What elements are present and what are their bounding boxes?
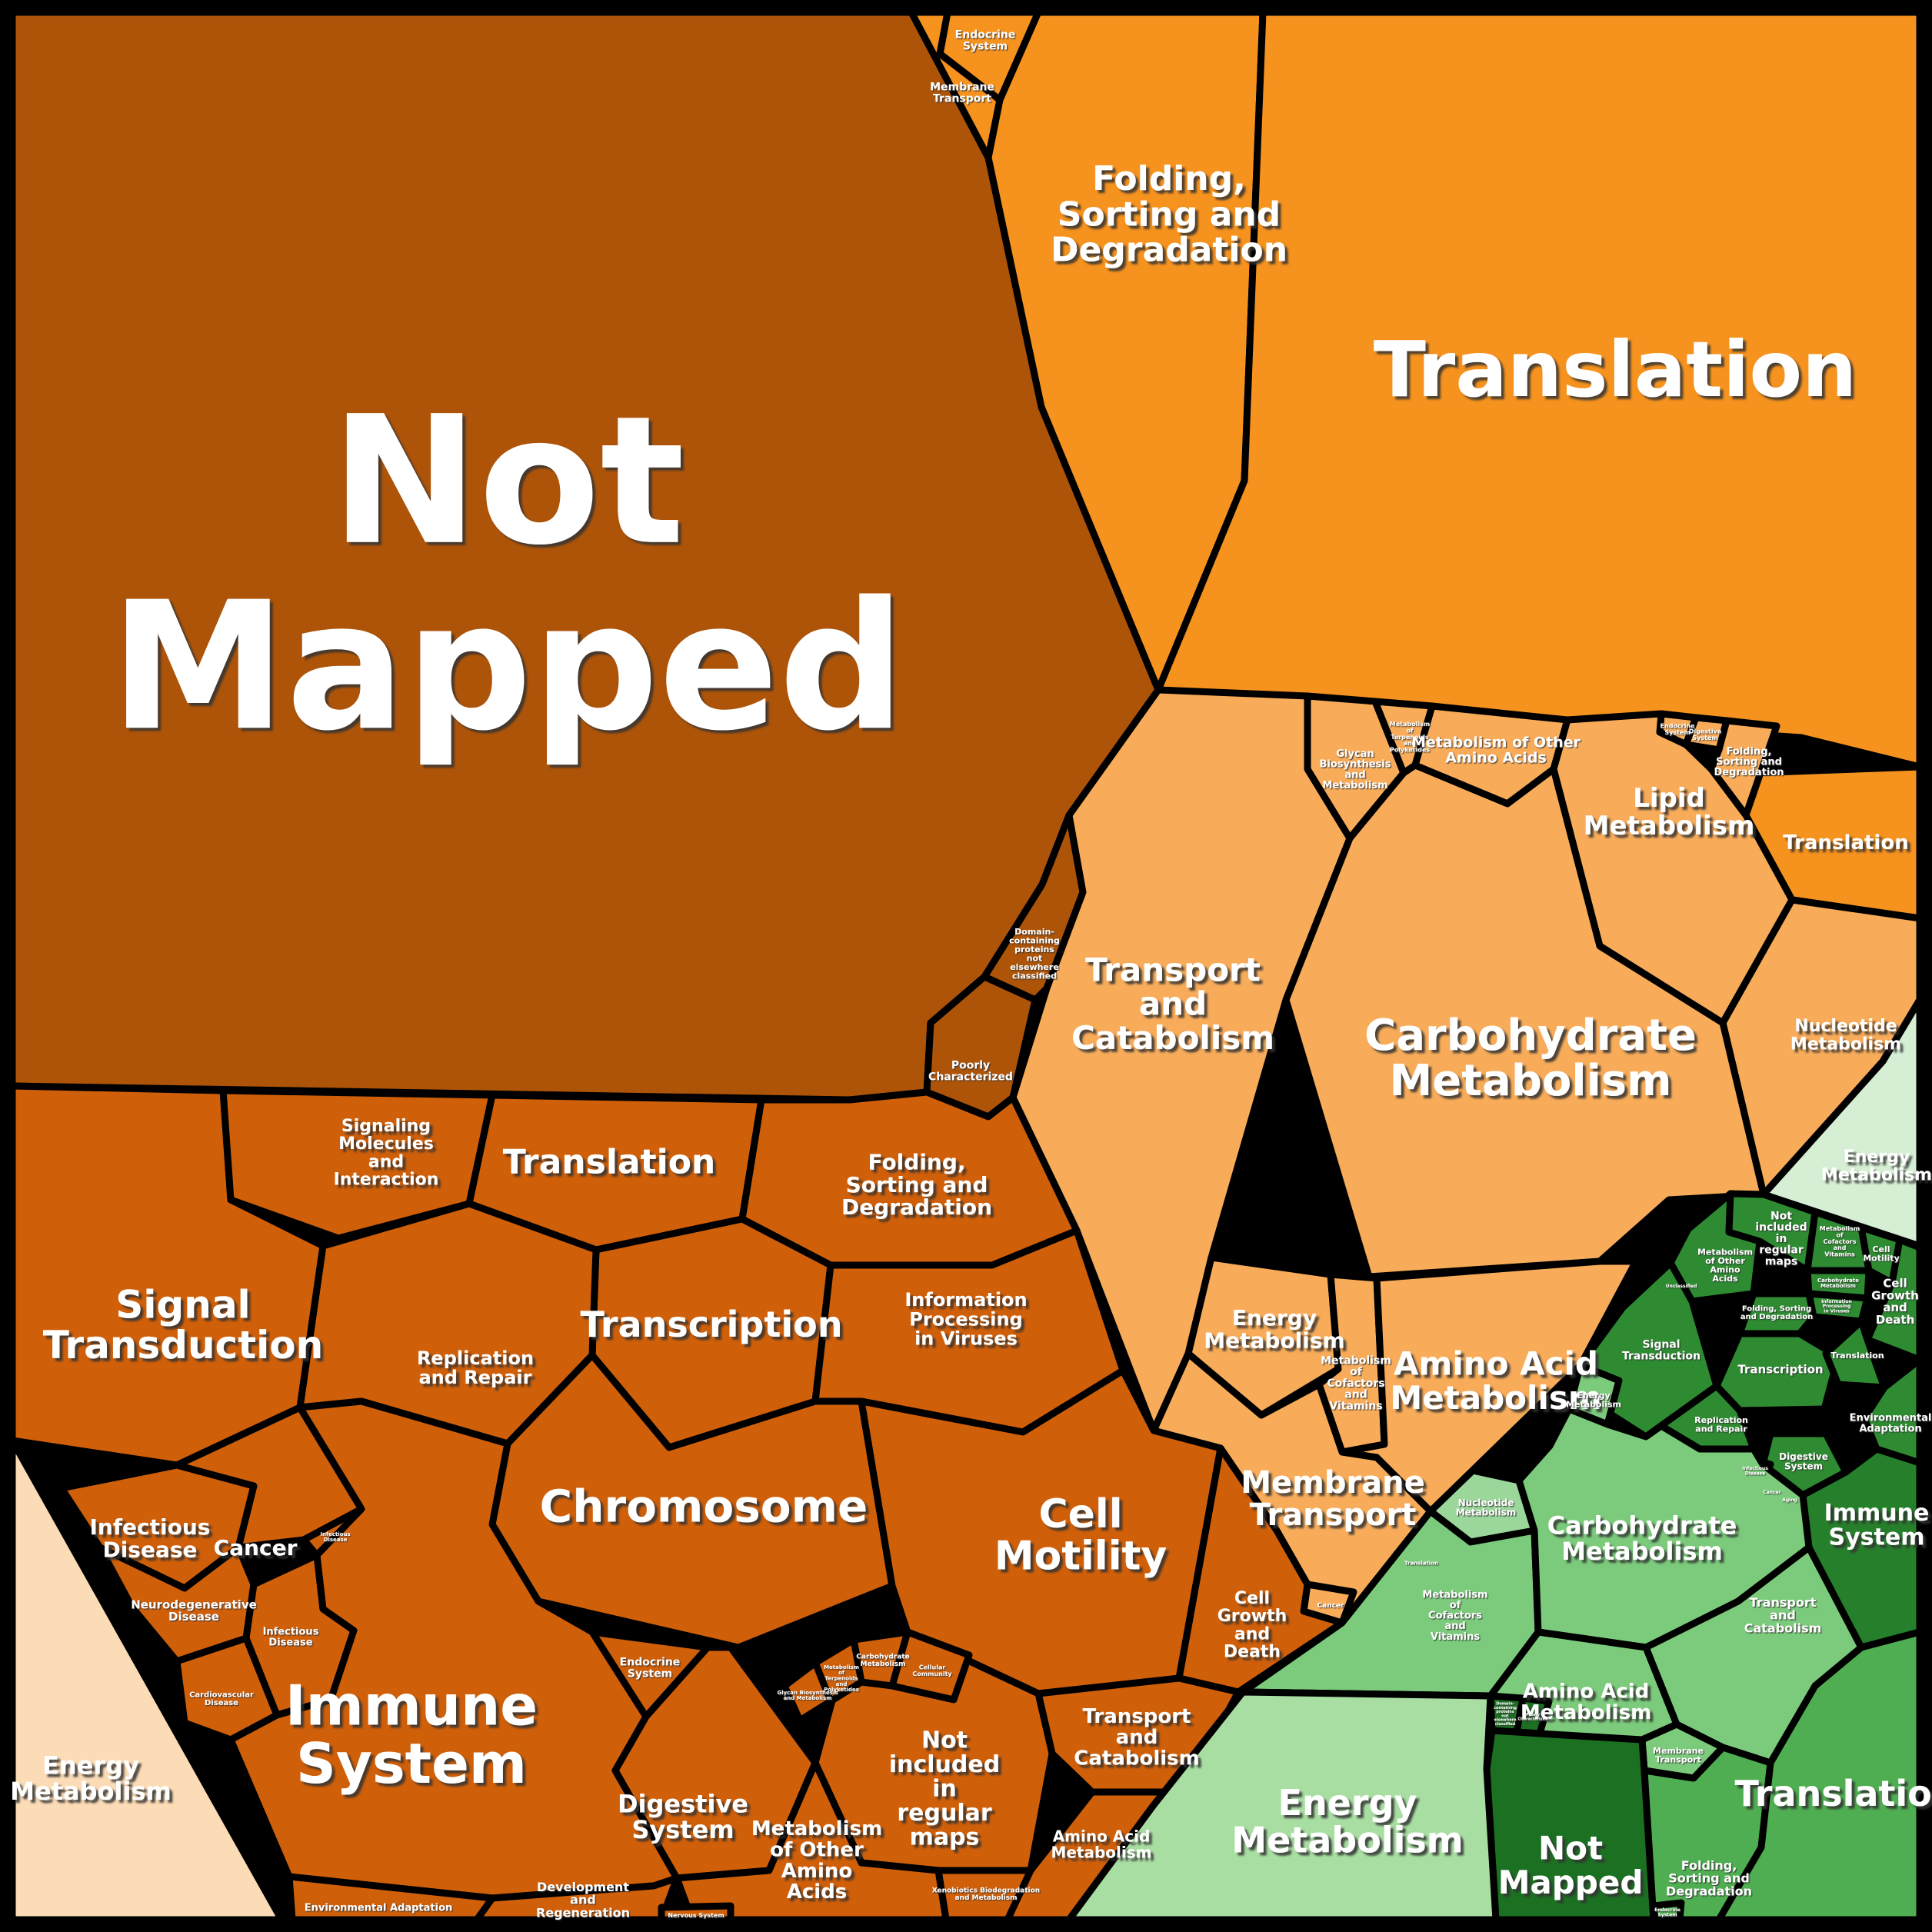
cell-carbohydrate-green[interactable] [1515,1405,1813,1651]
cell-environmental-mid[interactable] [285,1873,496,1924]
cell-met-other-aa-mid[interactable] [673,1759,950,1924]
cell-energy-pale-green[interactable] [1065,1688,1500,1924]
cell-info-viruses-tiny-green[interactable] [1805,1290,1871,1325]
cell-glycan-tiny-mid[interactable] [781,1659,834,1724]
cell-endocrine-tiny-green[interactable] [1650,1899,1685,1924]
cell-transcription-green[interactable] [1713,1330,1842,1414]
cell-cell-growth-death-green[interactable] [1864,1236,1924,1364]
cell-nervous-tiny-mid[interactable] [658,1902,734,1924]
cell-poorly-tiny-green[interactable] [1513,1694,1553,1737]
cell-translation-small-green[interactable] [1822,1317,1888,1391]
cell-translation-green-big[interactable] [1715,1628,1924,1924]
cell-energy-cream[interactable] [8,1437,285,1924]
cell-cellular-tiny-mid[interactable] [888,1628,973,1704]
cell-translation-top[interactable] [1154,8,1924,771]
cell-not-mapped[interactable] [8,8,1162,1104]
cell-membrane-transport-top[interactable] [908,8,1004,162]
cell-folding-mid[interactable] [738,1088,1081,1269]
cell-not-mapped-green[interactable] [1483,1727,1657,1924]
cell-folding-small-green[interactable] [1736,1290,1817,1337]
